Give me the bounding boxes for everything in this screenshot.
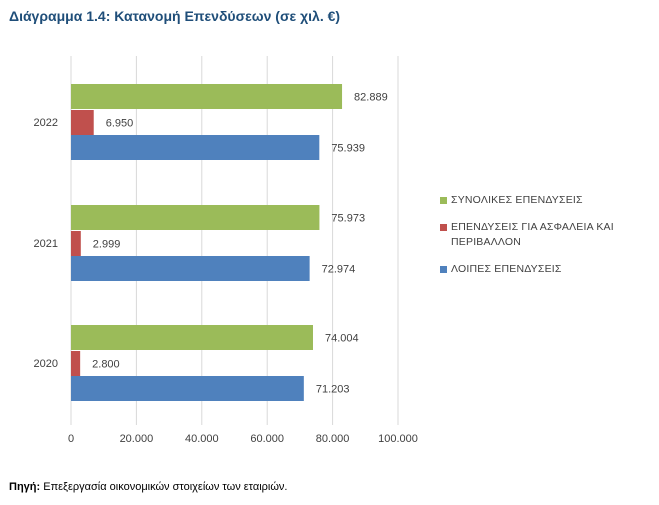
legend-label: ΛΟΙΠΕΣ ΕΠΕΝΔΥΣΕΙΣ: [451, 263, 562, 275]
legend-item: ΣΥΝΟΛΙΚΕΣ ΕΠΕΝΔΥΣΕΙΣ: [440, 193, 650, 208]
legend-label: ΣΥΝΟΛΙΚΕΣ ΕΠΕΝΔΥΣΕΙΣ: [451, 194, 583, 206]
bar: [71, 256, 310, 281]
bar: [71, 110, 94, 135]
bar: [71, 231, 81, 256]
x-tick-label: 60.000: [250, 433, 284, 445]
legend-swatch: [440, 197, 447, 204]
category-label: 2021: [34, 238, 58, 250]
legend-swatch: [440, 224, 447, 231]
x-tick-label: 40.000: [185, 433, 219, 445]
bar: [71, 84, 343, 109]
chart-legend: ΣΥΝΟΛΙΚΕΣ ΕΠΕΝΔΥΣΕΙΣ ΕΠΕΝΔΥΣΕΙΣ ΓΙΑ ΑΣΦΑΛ…: [440, 193, 650, 289]
data-label: 72.974: [322, 264, 356, 276]
source-label: Πηγή:: [9, 481, 41, 493]
source-text: Επεξεργασία οικονομικών στοιχείων των ετ…: [40, 481, 288, 493]
bar: [71, 135, 320, 160]
x-tick-label: 0: [68, 433, 74, 445]
chart-title: Διάγραμμα 1.4: Κατανομή Επενδύσεων (σε χ…: [9, 8, 341, 24]
data-label: 75.939: [331, 143, 365, 155]
data-label: 2.999: [93, 239, 121, 251]
data-label: 2.800: [92, 359, 120, 371]
bar: [71, 376, 304, 401]
bar: [71, 205, 320, 230]
legend-item: ΛΟΙΠΕΣ ΕΠΕΝΔΥΣΕΙΣ: [440, 262, 650, 277]
legend-label: ΕΠΕΝΔΥΣΕΙΣ ΓΙΑ ΑΣΦΑΛΕΙΑ ΚΑΙ ΠΕΡΙΒΑΛΛΟΝ: [451, 221, 614, 248]
data-label: 75.973: [331, 213, 365, 225]
source-note: Πηγή: Επεξεργασία οικονομικών στοιχείων …: [9, 481, 288, 493]
legend-swatch: [440, 266, 447, 273]
x-tick-label: 20.000: [120, 433, 154, 445]
data-label: 74.004: [325, 333, 359, 345]
legend-item: ΕΠΕΝΔΥΣΕΙΣ ΓΙΑ ΑΣΦΑΛΕΙΑ ΚΑΙ ΠΕΡΙΒΑΛΛΟΝ: [440, 220, 650, 250]
category-label: 2022: [34, 117, 58, 129]
data-label: 6.950: [106, 118, 134, 130]
data-label: 71.203: [316, 384, 350, 396]
bar: [71, 325, 313, 350]
category-label: 2020: [34, 358, 58, 370]
x-tick-label: 100.000: [378, 433, 418, 445]
x-tick-label: 80.000: [316, 433, 350, 445]
data-label: 82.889: [354, 92, 388, 104]
bar: [71, 351, 81, 376]
